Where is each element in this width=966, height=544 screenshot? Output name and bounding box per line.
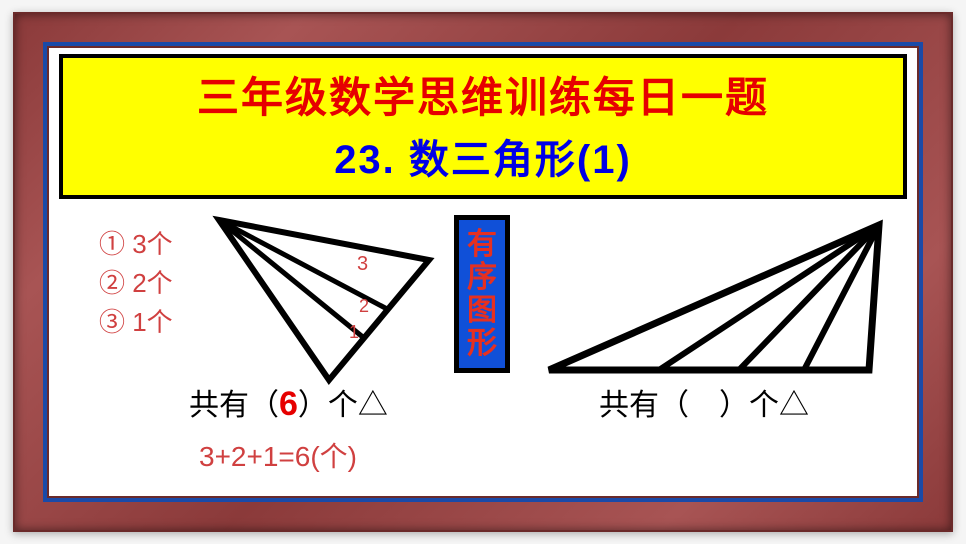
answer-prefix: 共有（ xyxy=(599,389,689,422)
count-item: ① 3个 xyxy=(99,225,173,264)
content-panel: 三年级数学思维训练每日一题 23. 数三角形(1) ① 3个 ② 2个 ③ 1个… xyxy=(43,42,923,502)
count-list: ① 3个 ② 2个 ③ 1个 xyxy=(99,225,173,342)
answer-suffix: ）个△ xyxy=(298,389,388,422)
calculation: 3+2+1=6(个) xyxy=(199,435,357,475)
right-answer: 共有（ ）个△ xyxy=(599,380,809,424)
content-area: ① 3个 ② 2个 ③ 1个 321 共有（6）个△ 3+2+1=6(个) 有 … xyxy=(59,205,907,505)
title-line-1: 三年级数学思维训练每日一题 xyxy=(73,64,893,125)
title-line-2: 23. 数三角形(1) xyxy=(73,127,893,185)
left-answer: 共有（6）个△ xyxy=(189,380,388,424)
count-item: ② 2个 xyxy=(99,264,173,303)
picture-frame: 三年级数学思维训练每日一题 23. 数三角形(1) ① 3个 ② 2个 ③ 1个… xyxy=(13,12,953,532)
answer-suffix: ）个△ xyxy=(719,389,809,422)
right-triangle-diagram xyxy=(539,210,899,390)
badge-char: 图 xyxy=(459,294,505,327)
count-item: ③ 1个 xyxy=(99,303,173,342)
badge-char: 有 xyxy=(459,228,505,261)
center-badge: 有 序 图 形 xyxy=(454,215,510,373)
answer-value: 6 xyxy=(279,385,298,423)
badge-char: 序 xyxy=(459,261,505,294)
badge-char: 形 xyxy=(459,327,505,360)
svg-text:3: 3 xyxy=(357,253,368,275)
answer-value xyxy=(689,389,719,422)
svg-text:2: 2 xyxy=(359,296,369,316)
left-triangle-diagram: 3 21 xyxy=(199,210,449,390)
title-box: 三年级数学思维训练每日一题 23. 数三角形(1) xyxy=(59,54,907,199)
svg-text:1: 1 xyxy=(349,322,359,342)
answer-prefix: 共有（ xyxy=(189,389,279,422)
